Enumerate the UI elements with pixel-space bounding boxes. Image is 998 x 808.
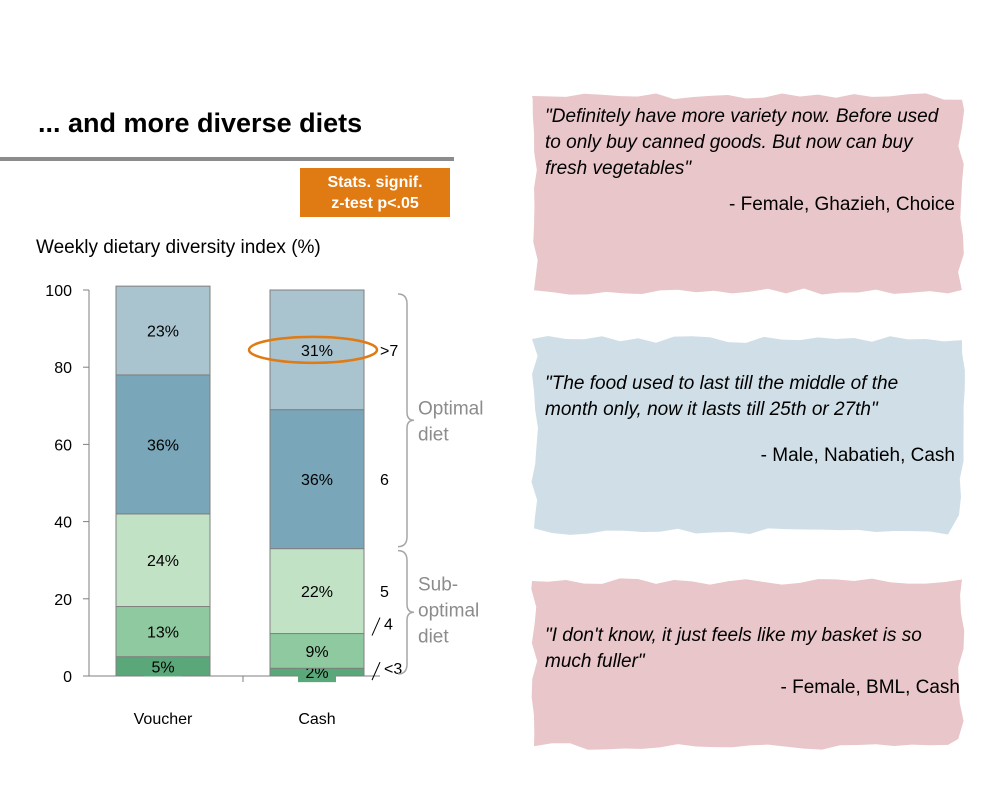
quote-2-background [531,336,965,535]
quote-1-attribution: - Female, Ghazieh, Choice [729,194,955,215]
small-label-bg [144,656,182,677]
y-tick-label: 100 [45,283,72,300]
segment-label: 6 [380,472,389,489]
quote-2-attribution: - Male, Nabatieh, Cash [760,445,955,466]
segment-label: 5 [380,584,389,601]
quote-1-text: "Definitely have more variety now. Befor… [545,106,939,179]
group-label-optimal: diet [418,424,449,445]
data-label: 22% [301,584,333,601]
y-tick-label: 80 [54,360,72,377]
y-tick-label: 0 [63,669,72,686]
bar-segment-voucher [115,285,211,376]
quote-3-text: "I don't know, it just feels like my bas… [545,625,922,672]
title-divider [0,157,454,161]
badge-line-2: z-test p<.05 [331,194,419,212]
bar-segment-cash [269,548,365,635]
x-tick-label: Voucher [134,711,193,728]
segment-label: 4 [384,617,393,634]
quote-3-attribution: - Female, BML, Cash [780,677,961,698]
bar-segment-cash [269,633,365,669]
quote-2-text: "The food used to last till the middle o… [545,373,899,420]
chart-title: Weekly dietary diversity index (%) [36,237,321,258]
group-label-suboptimal: Sub- [418,574,458,595]
data-label: 36% [301,472,333,489]
page-title: ... and more diverse diets [38,108,363,138]
quote-3: "I don't know, it just feels like my bas… [545,623,960,701]
data-label: 5% [151,659,174,676]
quote-2: "The food used to last till the middle o… [545,371,955,469]
data-label: 24% [147,553,179,570]
data-label: 2% [305,665,328,682]
data-label: 13% [147,625,179,642]
highlight-ellipse [247,335,379,365]
y-tick-label: 60 [54,437,72,454]
badge-line-1: Stats. signif. [327,173,423,191]
quote-1-background [532,93,965,295]
data-label: 36% [147,437,179,454]
x-tick-label: Cash [298,711,335,728]
optimal-diet-brace [397,293,415,548]
quote-1-shape [532,93,965,295]
data-label: 31% [301,343,333,360]
stats-significance-badge: Stats. signif. z-test p<.05 [300,168,450,217]
segment-leader-line [371,617,381,636]
group-label-suboptimal: diet [418,626,449,647]
bar-segment-cash [269,409,365,550]
y-tick-label: 20 [54,592,72,609]
segment-label: >7 [380,343,398,360]
data-label: 9% [305,644,328,661]
suboptimal-diet-brace [397,549,415,675]
data-label: 23% [147,324,179,341]
quote-3-background [531,578,965,750]
segment-leader-line [371,661,381,681]
group-label-optimal: Optimal [418,398,483,419]
segment-label: <3 [384,661,402,678]
bar-segment-cash [269,289,365,411]
quote-1: "Definitely have more variety now. Befor… [545,104,955,218]
group-label-suboptimal: optimal [418,600,479,621]
y-tick-label: 40 [54,515,72,532]
quote-3-shape [531,578,965,750]
stacked-bar-chart: 0 20 40 60 80 100 5% 13% 24% 36% 23% Voucher 2% 9% 22%… [45,283,483,728]
quote-2-shape [531,336,965,535]
